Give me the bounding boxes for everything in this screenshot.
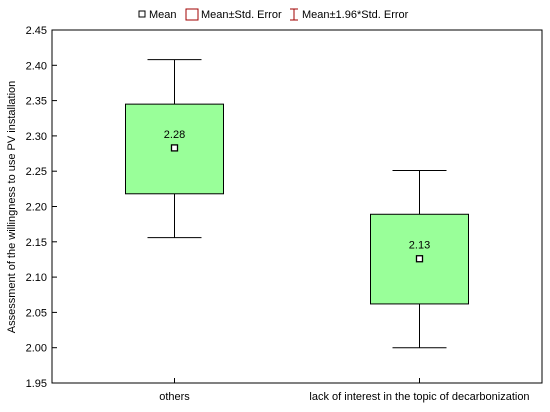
y-tick-label: 2.15 [26,237,47,249]
x-axis: others lack of interest in the topic of d… [159,378,530,403]
y-tick-label: 2.40 [26,60,47,72]
y-tick-label: 2.30 [26,131,47,143]
y-tick-label: 2.10 [26,272,47,284]
legend-ci-marker [290,8,298,21]
legend-mean-marker [138,10,146,18]
y-tick-label: 2.35 [26,96,47,108]
y-axis: 1.95 2.00 2.05 2.10 2.15 2.20 2.25 2.30 2.35 2.40… [26,25,57,390]
y-tick-label: 2.20 [26,202,47,214]
mean-marker [170,144,179,152]
legend-se-label: Mean±Std. Error [201,9,282,21]
mean-data-label: 2.28 [164,129,185,141]
y-tick-label: 2.00 [26,343,47,355]
x-category-label: lack of interest in the topic of decarbo… [309,391,529,403]
y-tick-label: 2.05 [26,307,47,319]
box-group: 2.13 [370,169,469,349]
box-group: 2.28 [125,59,224,239]
x-category-label: others [159,391,190,403]
plot-frame [51,29,543,384]
boxes: 2.28 2.13 [125,59,469,349]
legend-ci-label: Mean±1.96*Std. Error [302,9,409,21]
legend-mean-label: Mean [149,9,177,21]
mean-marker [415,255,424,263]
legend: Mean Mean±Std. Error Mean±1.96*Std. Erro… [138,8,409,21]
y-tick-label: 2.25 [26,166,47,178]
mean-data-label: 2.13 [409,240,430,252]
y-axis-label: Assessment of the willingness to use PV … [6,81,18,334]
y-tick-label: 2.45 [26,25,47,37]
y-tick-label: 1.95 [26,378,47,390]
legend-se-marker [185,8,199,21]
